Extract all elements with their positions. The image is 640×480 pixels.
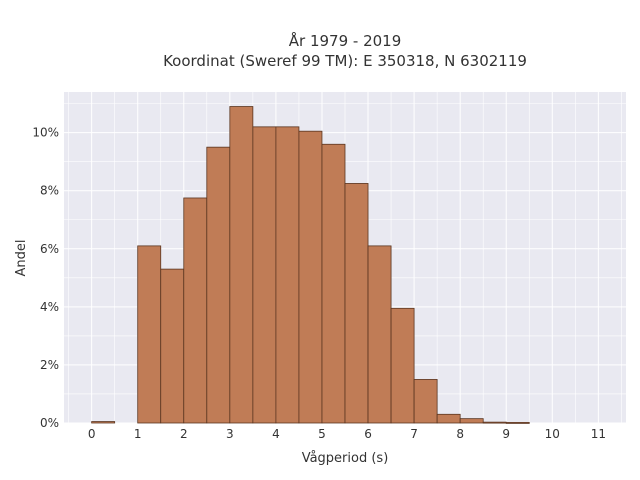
x-axis-title: Vågperiod (s) [302, 451, 389, 466]
histogram-bar [137, 245, 162, 424]
x-tick-label: 5 [318, 427, 326, 441]
histogram-bar [344, 183, 369, 424]
x-tick-label: 6 [364, 427, 372, 441]
x-tick-label: 3 [226, 427, 234, 441]
x-tick-label: 9 [502, 427, 510, 441]
histogram-bar [390, 307, 415, 424]
y-tick-label: 2% [40, 358, 59, 372]
x-tick-label: 10 [545, 427, 560, 441]
bars [91, 106, 530, 424]
y-tick-label: 10% [32, 126, 59, 140]
histogram-bar [252, 126, 277, 424]
histogram-bar [459, 418, 484, 424]
histogram-bar [229, 106, 254, 424]
y-tick-label: 8% [40, 184, 59, 198]
histogram-bar [206, 146, 231, 424]
y-axis-title: Andel [14, 240, 29, 277]
histogram-bar [482, 421, 507, 424]
x-axis-ticks: 0 1 2 3 4 5 6 7 8 9 10 11 [88, 427, 606, 441]
histogram-bar [91, 421, 116, 424]
y-axis-ticks: 0% 2% 4% 6% 8% 10% [32, 126, 59, 430]
y-tick-label: 4% [40, 300, 59, 314]
histogram-bar [183, 197, 208, 424]
histogram-bar [275, 126, 300, 424]
histogram-bar [413, 379, 438, 424]
x-tick-label: 1 [134, 427, 142, 441]
chart-title-line-2: Koordinat (Sweref 99 TM): E 350318, N 63… [163, 52, 527, 70]
chart-title-line-1: År 1979 - 2019 [289, 31, 402, 50]
histogram-bar [298, 130, 323, 424]
histogram-bar [160, 268, 185, 424]
x-tick-label: 0 [88, 427, 96, 441]
x-tick-label: 11 [591, 427, 606, 441]
histogram-bar [321, 143, 346, 424]
x-tick-label: 4 [272, 427, 280, 441]
y-tick-label: 6% [40, 242, 59, 256]
histogram-bar [436, 413, 461, 424]
histogram-bar [367, 245, 392, 424]
y-tick-label: 0% [40, 416, 59, 430]
x-tick-label: 7 [410, 427, 418, 441]
x-tick-label: 2 [180, 427, 188, 441]
x-tick-label: 8 [456, 427, 464, 441]
histogram-bar [505, 422, 530, 424]
